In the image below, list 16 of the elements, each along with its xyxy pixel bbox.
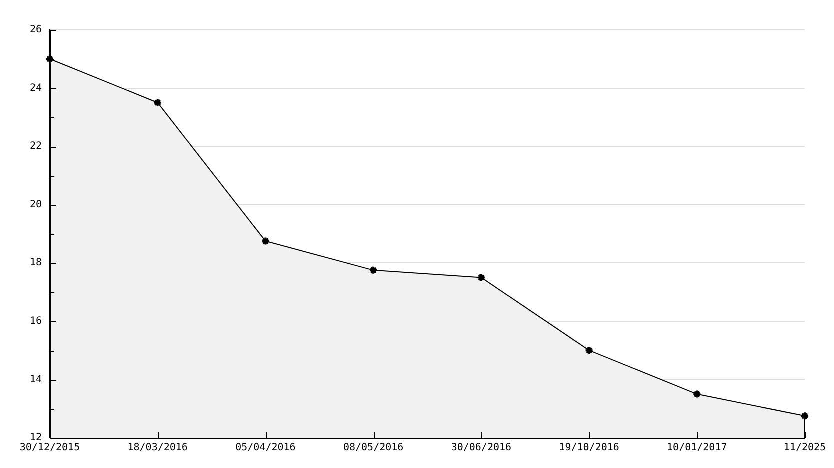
y-tick-label: 16 xyxy=(30,316,42,328)
x-tick-label: 10/01/2017 xyxy=(667,442,728,454)
x-tick-label: 05/04/2016 xyxy=(236,442,296,454)
y-tick-label: 14 xyxy=(30,374,42,386)
y-tick-label: 12 xyxy=(30,432,42,444)
x-tick-label: 18/03/2016 xyxy=(128,442,188,454)
y-tick-label: 22 xyxy=(30,141,42,152)
y-tick-label: 24 xyxy=(30,82,42,94)
x-tick-label: 30/06/2016 xyxy=(451,442,512,454)
x-tick-label: 30/12/2015 xyxy=(20,442,80,454)
y-tick-label: 18 xyxy=(30,258,42,269)
x-tick-label: 11/2025 xyxy=(784,442,826,454)
y-tick-label: 26 xyxy=(30,24,42,36)
y-tick-label: 20 xyxy=(30,199,42,210)
x-tick-label: 19/10/2016 xyxy=(559,442,620,454)
x-tick-label: 08/05/2016 xyxy=(343,442,404,454)
